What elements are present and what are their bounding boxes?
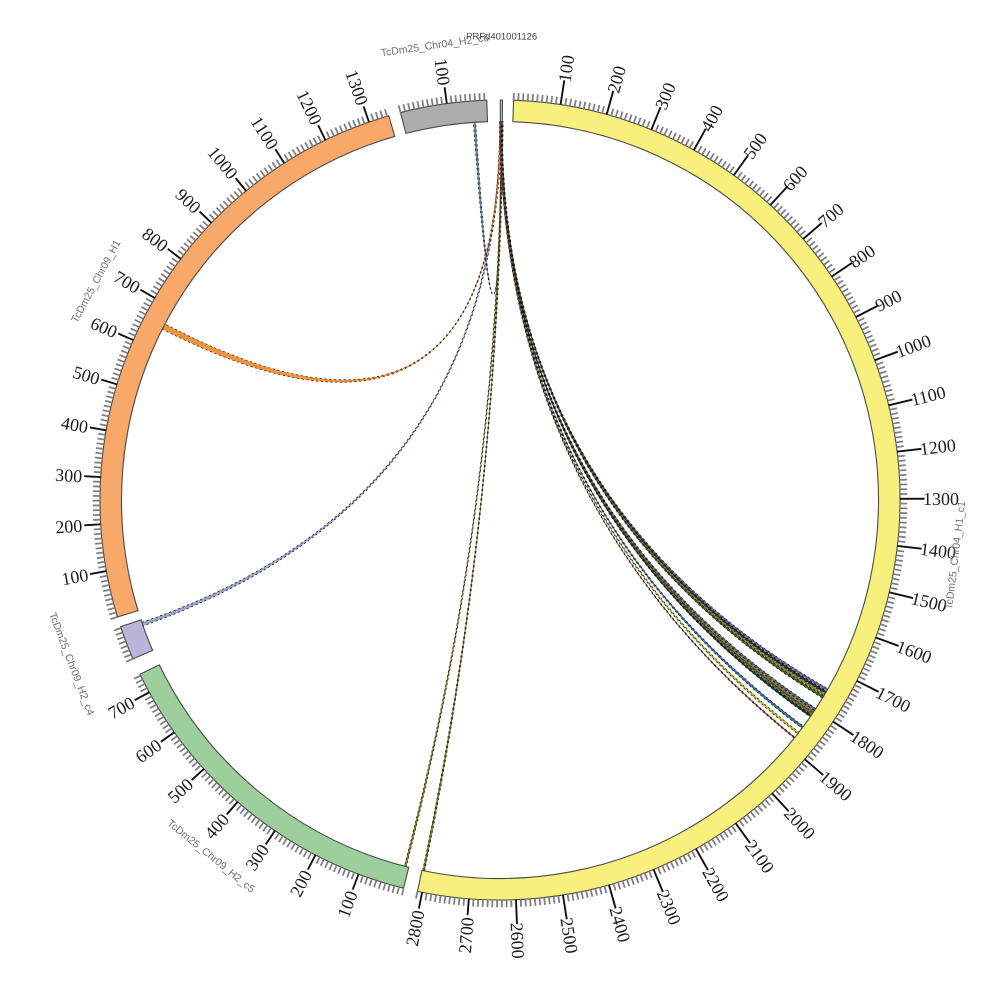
svg-text:2600: 2600 <box>507 922 528 959</box>
svg-text:300: 300 <box>55 465 83 487</box>
svg-text:PRFd401001126: PRFd401001126 <box>466 31 537 42</box>
svg-text:2700: 2700 <box>455 916 478 953</box>
svg-text:100: 100 <box>431 57 454 86</box>
svg-text:100: 100 <box>554 54 578 84</box>
svg-text:200: 200 <box>55 516 83 538</box>
svg-text:1300: 1300 <box>923 489 959 509</box>
